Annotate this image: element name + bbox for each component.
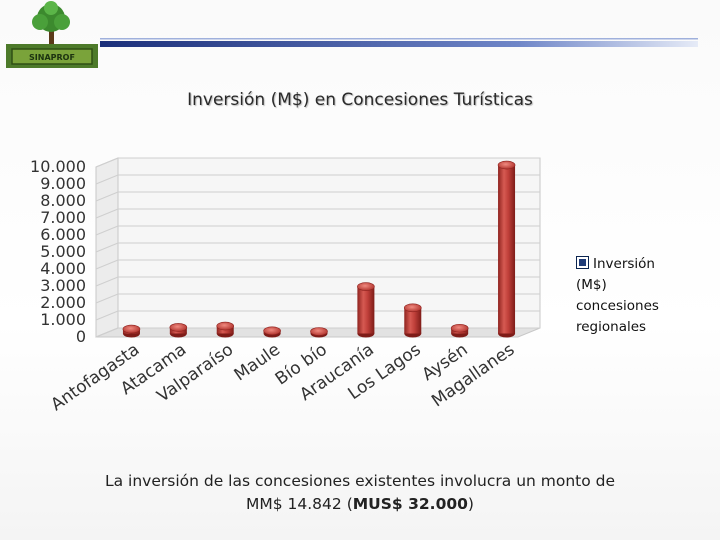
y-tick-label: 5.000 [40, 242, 86, 261]
footnote-line1: La inversión de las concesiones existent… [104, 472, 616, 490]
y-tick-label: 8.000 [40, 191, 86, 210]
sinaprof-logo: SINAPROF [6, 1, 98, 68]
bar [450, 323, 469, 338]
y-tick-label: 9.000 [40, 174, 86, 193]
footnote-line2: MM$ 14.842 (MUS$ 32.000) [0, 493, 720, 516]
header-bar [100, 38, 698, 47]
y-tick-label: 7.000 [40, 208, 86, 227]
gridline-side [95, 276, 119, 287]
bar [357, 282, 375, 338]
chart-legend: Inversión (M$) concesiones regionales [576, 254, 686, 338]
gridline-side [95, 293, 119, 304]
gridline-side [95, 242, 119, 253]
gridline-side [95, 191, 119, 202]
bar [169, 323, 188, 338]
y-tick-label: 4.000 [40, 259, 86, 278]
gridline-side [95, 208, 119, 219]
gridline-side [95, 327, 119, 338]
gridline-side [95, 225, 119, 236]
legend-label: Inversión (M$) concesiones regionales [576, 256, 659, 335]
bar [497, 160, 516, 338]
footnote-suffix: ) [467, 495, 474, 513]
y-tick-label: 0 [76, 327, 86, 346]
y-tick-label: 10.000 [30, 157, 86, 176]
bar [216, 321, 235, 338]
y-tick-label: 3.000 [40, 276, 86, 295]
bar [403, 303, 422, 338]
bar [310, 327, 328, 338]
y-tick-label: 1.000 [40, 310, 86, 329]
y-tick-label: 2.000 [40, 293, 86, 312]
gridline-side [95, 310, 119, 321]
chart-title: Inversión (M$) en Concesiones Turísticas [187, 90, 533, 110]
legend-swatch-icon [576, 256, 589, 269]
gridline-side [95, 259, 119, 270]
footnote-bold-amount: MUS$ 32.000 [352, 495, 468, 513]
footnote-prefix: MM$ 14.842 ( [246, 495, 353, 513]
gridline-side [95, 174, 119, 185]
bar [122, 324, 141, 338]
logo-text: SINAPROF [29, 53, 75, 62]
gridline-side [95, 157, 119, 168]
footnote: La inversión de las concesiones existent… [0, 470, 720, 516]
bar [263, 326, 281, 338]
y-tick-label: 6.000 [40, 225, 86, 244]
tree-icon [32, 1, 70, 44]
